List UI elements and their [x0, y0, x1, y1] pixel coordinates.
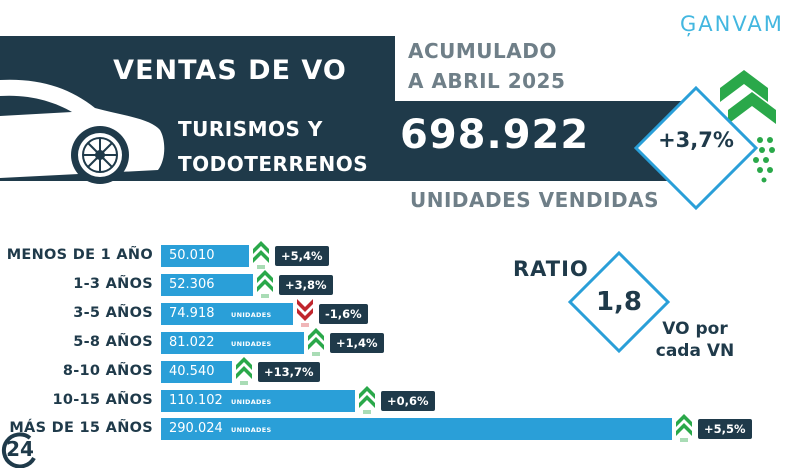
bar-value-label: 40.540: [169, 363, 215, 379]
bar-value-label: 81.022: [169, 334, 215, 350]
change-badge: +1,4%: [330, 332, 384, 353]
total-units: 698.922: [400, 112, 590, 158]
car-icon: [0, 79, 165, 184]
bar: [161, 273, 253, 296]
ratio-diamond: [567, 250, 671, 354]
trend-up-icon: [308, 327, 324, 356]
bar-value-label: 50.010: [169, 248, 215, 263]
header-title-band: [0, 36, 395, 101]
period-line-1: ACUMULADO: [408, 39, 557, 63]
brand-logo: ĢANVAM: [680, 12, 784, 36]
units-sold-label: UNIDADES VENDIDAS: [410, 188, 660, 212]
growth-chevron-decoration: [720, 70, 776, 183]
ratio-description: VO por cada VN: [640, 318, 750, 362]
category-label: 3-5 AÑOS: [73, 304, 153, 321]
period-label: ACUMULADO A ABRIL 2025: [408, 36, 565, 96]
bar-value-label: 110.102: [169, 392, 223, 408]
category-label: 5-8 AÑOS: [73, 333, 153, 350]
vehicle-type-line-1: TURISMOS Y: [178, 117, 323, 141]
bar-unit-label: UNIDADES: [231, 426, 272, 435]
change-badge: +0,6%: [381, 390, 435, 411]
period-line-2: A ABRIL 2025: [408, 69, 566, 93]
bar: [161, 389, 355, 412]
trend-down-icon: [297, 298, 313, 327]
bar: [161, 302, 293, 325]
bar: [161, 245, 249, 267]
total-change-value: +3,7%: [658, 128, 734, 152]
category-label: MÁS DE 15 AÑOS: [9, 420, 153, 437]
category-label: 10-15 AÑOS: [52, 391, 153, 408]
trend-up-icon: [257, 269, 273, 298]
category-label: 1-3 AÑOS: [73, 275, 153, 292]
change-badge: +3,8%: [279, 274, 333, 295]
bar-unit-label: UNIDADES: [231, 397, 272, 406]
source-logo: 24: [6, 437, 34, 461]
trend-up-icon: [236, 356, 252, 385]
ratio-description-line-2: cada VN: [655, 341, 735, 361]
change-badge: +5,5%: [698, 419, 752, 440]
total-change-diamond: [633, 85, 759, 211]
ratio-description-line-1: VO por: [662, 319, 728, 339]
trend-up-icon: [676, 414, 692, 443]
bar-unit-label: UNIDADES: [231, 310, 272, 319]
change-badge: -1,6%: [319, 303, 368, 324]
bar-value-label: 74.918: [169, 305, 215, 321]
change-badge: +5,4%: [275, 246, 329, 266]
category-label: MENOS DE 1 AÑO: [6, 247, 153, 263]
bar: [161, 418, 672, 441]
bar: [161, 360, 232, 383]
bar-value-label: 290.024: [169, 421, 223, 437]
page-title: VENTAS DE VO: [113, 55, 347, 86]
change-badge: +13,7%: [258, 361, 320, 382]
trend-up-icon: [253, 241, 269, 269]
ratio-label: RATIO: [513, 257, 589, 281]
vehicle-type-label: TURISMOS Y TODOTERRENOS: [178, 112, 368, 182]
category-label: 8-10 AÑOS: [62, 362, 153, 379]
source-logo-ring: [1, 432, 36, 468]
bar: [161, 331, 304, 354]
bar-unit-label: UNIDADES: [231, 339, 272, 348]
bar-value-label: 52.306: [169, 276, 215, 292]
trend-up-icon: [359, 385, 375, 414]
vehicle-type-line-2: TODOTERRENOS: [178, 152, 369, 176]
ratio-value: 1,8: [595, 287, 643, 317]
